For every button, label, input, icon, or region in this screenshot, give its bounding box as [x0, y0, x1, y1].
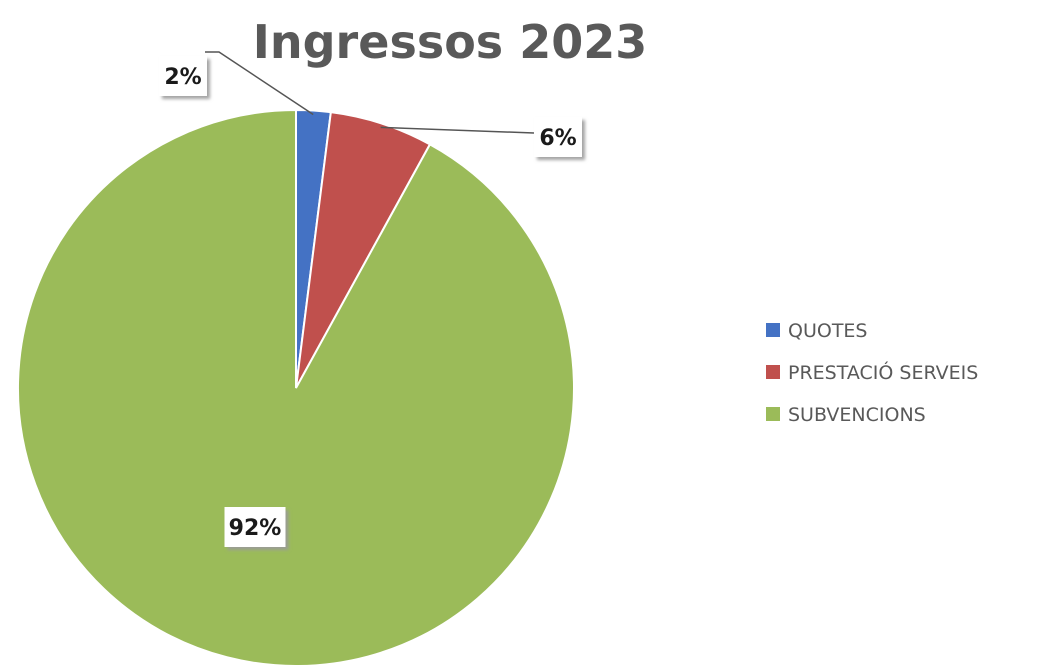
data-label-text: 92% [229, 516, 282, 541]
data-label-quotes: 2% [159, 56, 207, 96]
legend-item-prestacio-serveis: PRESTACIÓ SERVEIS [766, 360, 978, 384]
leader-line-prestacio-serveis [380, 126, 535, 134]
data-label-prestacio-serveis: 6% [534, 117, 582, 157]
legend: QUOTES PRESTACIÓ SERVEIS SUBVENCIONS [766, 320, 978, 426]
data-labels: 2% 6% 92% [159, 56, 582, 547]
data-label-text: 2% [164, 65, 201, 90]
data-label-text: 6% [539, 126, 576, 151]
legend-label: QUOTES [788, 320, 868, 342]
leader-lines [205, 51, 535, 134]
chart-title: Ingressos 2023 [253, 15, 647, 69]
legend-label: SUBVENCIONS [788, 404, 926, 426]
legend-item-subvencions: SUBVENCIONS [766, 404, 926, 426]
legend-swatch [766, 407, 780, 421]
data-label-box [224, 507, 286, 547]
data-label-subvencions: 92% [224, 507, 286, 547]
pie-slices [17, 108, 575, 667]
data-label-box [534, 117, 582, 157]
legend-swatch [766, 365, 780, 379]
legend-label: PRESTACIÓ SERVEIS [788, 360, 978, 384]
legend-swatch [766, 323, 780, 337]
data-label-box [159, 56, 207, 96]
leader-line-quotes [205, 51, 314, 116]
pie-slice-subvencions [17, 108, 575, 667]
legend-item-quotes: QUOTES [766, 320, 868, 342]
